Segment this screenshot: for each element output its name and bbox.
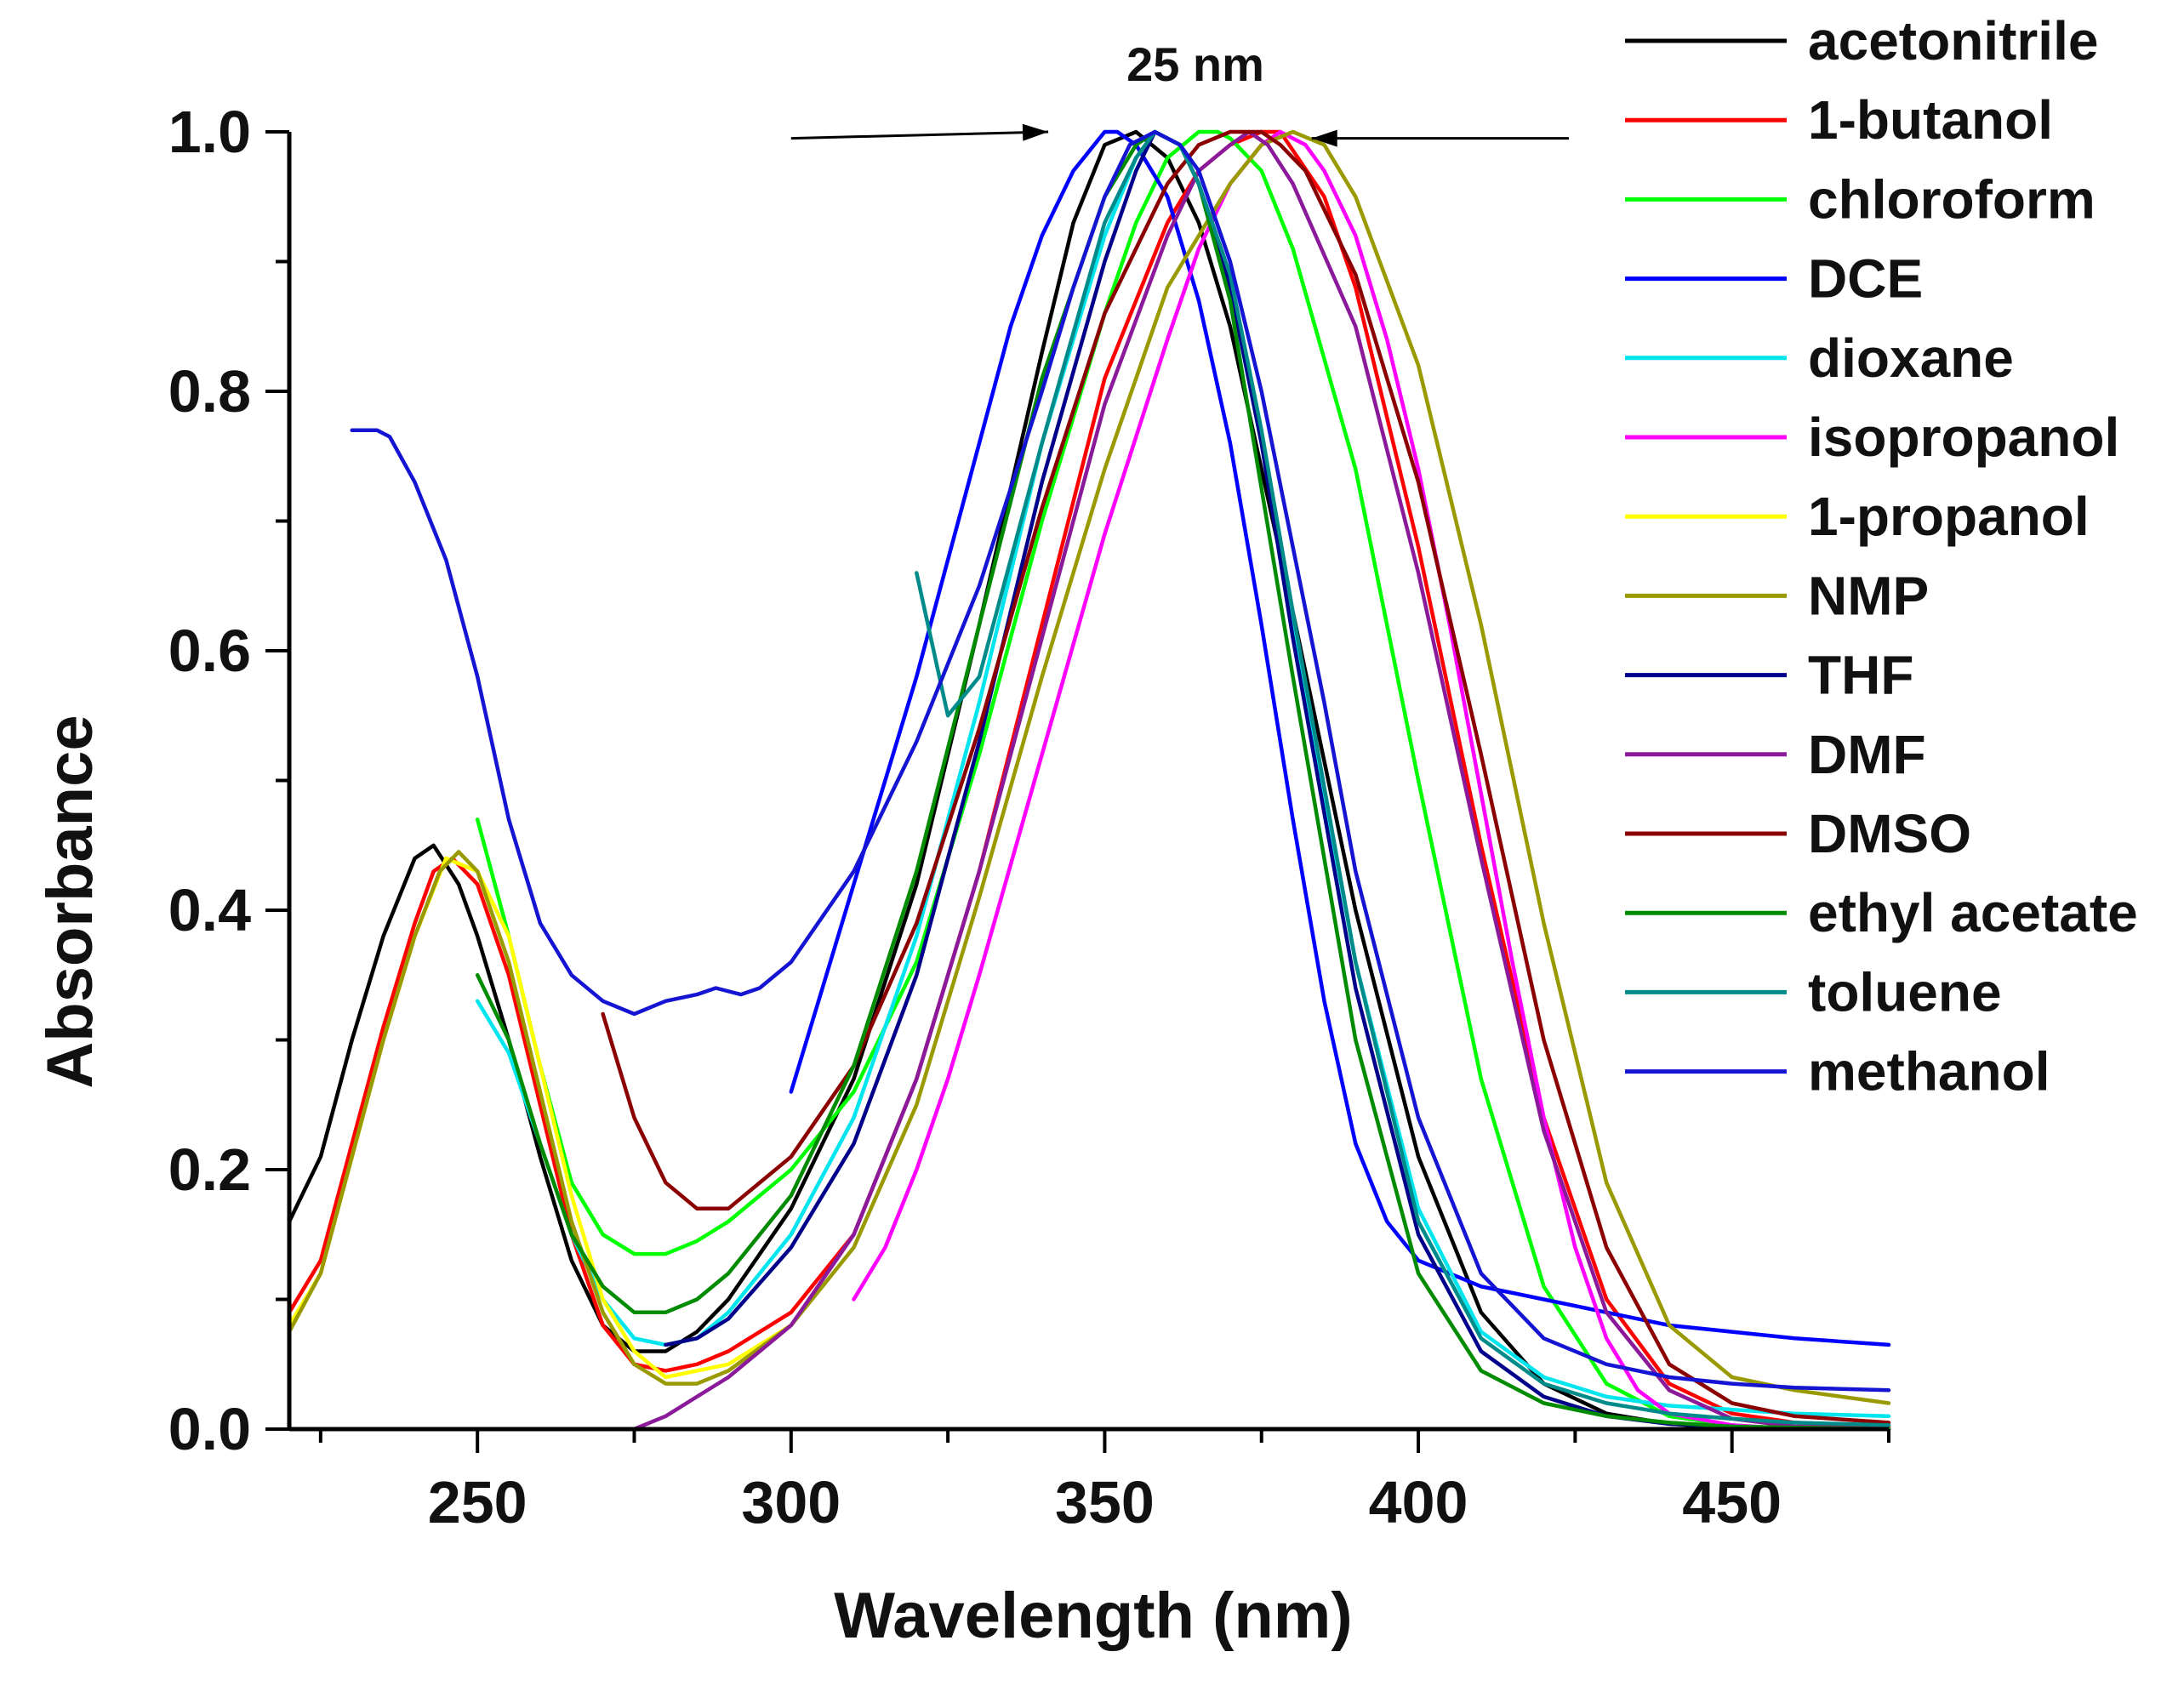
legend-label: isopropanol <box>1808 407 2119 468</box>
legend-item: DMF <box>1625 724 1926 785</box>
legend-label: methanol <box>1808 1041 2050 1102</box>
legend-item: toluene <box>1625 961 2002 1022</box>
x-tick-label: 300 <box>741 1469 841 1535</box>
y-axis-ticks: 0.0 0.2 0.4 0.6 0.8 1.0 <box>168 99 289 1462</box>
legend-item: ethyl acetate <box>1625 882 2138 943</box>
left-arrow <box>790 130 1049 140</box>
legend-item: methanol <box>1625 1041 2050 1102</box>
legend-label: acetonitrile <box>1808 10 2098 71</box>
series-line-chloroform <box>475 129 1891 1432</box>
series-line-methanol <box>350 129 1891 1393</box>
x-tick-label: 350 <box>1055 1469 1155 1535</box>
y-axis-title: Absorbance <box>34 715 106 1088</box>
x-tick-label: 250 <box>428 1469 527 1535</box>
legend-item: THF <box>1625 645 1913 706</box>
series-line-ethyl-acetate <box>475 129 1891 1432</box>
legend-item: isopropanol <box>1625 407 2119 468</box>
plot-area: 250 300 350 400 450 0.0 0.2 0.4 0.6 0.8 1.0 <box>168 99 1891 1535</box>
y-tick-label: 0.4 <box>168 877 251 943</box>
legend-label: toluene <box>1808 961 2002 1022</box>
legend-label: DMF <box>1808 724 1926 785</box>
legend-item: 1-butanol <box>1625 89 2053 151</box>
legend-item: acetonitrile <box>1625 10 2098 71</box>
axes <box>287 132 1889 1432</box>
y-tick-label: 0.6 <box>168 618 251 684</box>
legend-label: 1-butanol <box>1808 89 2053 151</box>
y-tick-label: 1.0 <box>168 99 251 165</box>
y-tick-label: 0.2 <box>168 1136 251 1203</box>
series-line-nmp <box>287 129 1891 1405</box>
legend-item: 1-propanol <box>1625 486 2090 547</box>
legend-label: DMSO <box>1808 803 1971 864</box>
x-tick-label: 400 <box>1369 1469 1468 1535</box>
right-arrow-head <box>1311 129 1337 147</box>
series-line-acetonitrile <box>287 129 1891 1432</box>
series-line-toluene <box>915 129 1891 1427</box>
legend-label: DCE <box>1808 248 1923 310</box>
x-axis-ticks: 250 300 350 400 450 <box>318 1429 1890 1535</box>
legend-item: dioxane <box>1625 328 2014 389</box>
series-line-isopropanol <box>852 129 1891 1432</box>
series-lines <box>287 129 1891 1432</box>
x-tick-label: 450 <box>1682 1469 1782 1535</box>
left-arrow-head <box>1022 123 1049 141</box>
series-line-dioxane <box>475 129 1891 1419</box>
x-axis-title: Wavelength (nm) <box>834 1580 1352 1652</box>
y-tick-label: 0.8 <box>168 358 251 424</box>
legend-label: NMP <box>1808 565 1929 626</box>
series-line-1-butanol <box>287 129 1891 1429</box>
series-line-dmf <box>632 129 1891 1432</box>
legend-label: dioxane <box>1808 328 2014 389</box>
series-line-dmso <box>601 129 1891 1425</box>
legend-item: DMSO <box>1625 803 1971 864</box>
peak-shift-annotation: 25 nm <box>790 37 1569 147</box>
legend-item: NMP <box>1625 565 1929 626</box>
legend-label: 1-propanol <box>1808 486 2090 547</box>
legend-item: DCE <box>1625 248 1923 310</box>
legend-label: ethyl acetate <box>1808 882 2138 943</box>
peak-shift-label: 25 nm <box>1126 37 1264 91</box>
series-line-1-propanol <box>287 856 794 1380</box>
series-line-thf <box>664 129 1891 1432</box>
series-line-dce <box>789 129 1891 1347</box>
legend-item: chloroform <box>1625 168 2096 230</box>
legend-label: THF <box>1808 645 1913 706</box>
legend: acetonitrile 1-butanol chloroform DCE dioxan… <box>1625 10 2138 1102</box>
legend-label: chloroform <box>1808 168 2096 230</box>
y-tick-label: 0.0 <box>168 1396 251 1462</box>
